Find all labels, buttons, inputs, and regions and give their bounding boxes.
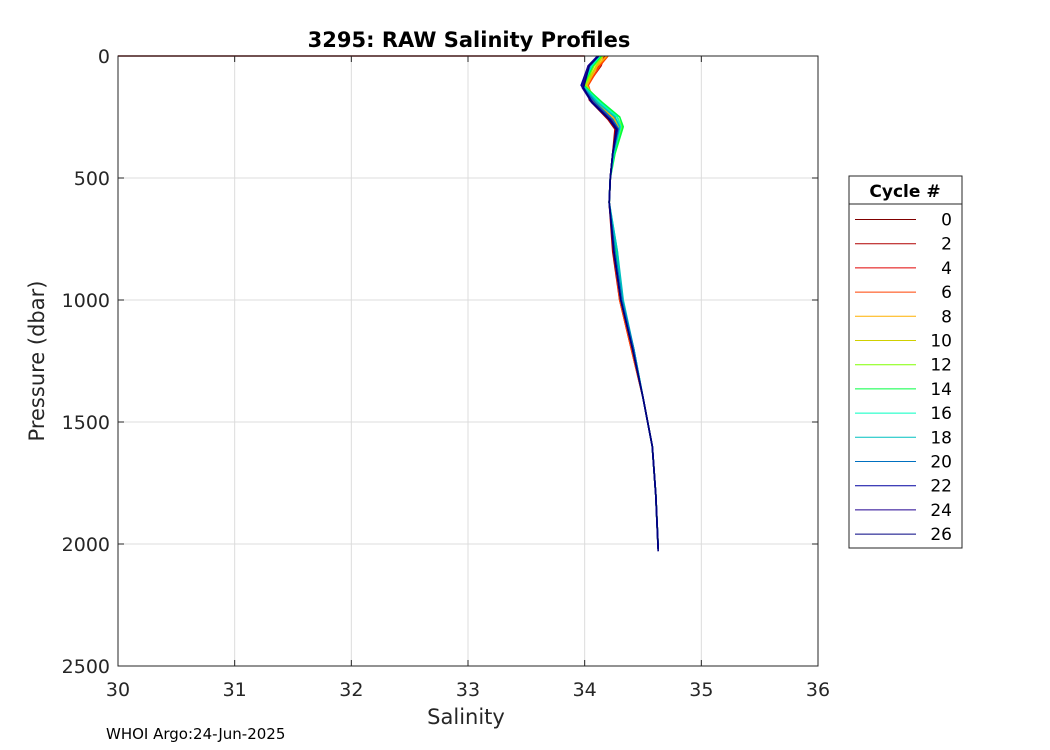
legend-title: Cycle #: [869, 182, 940, 202]
y-tick-label: 1000: [62, 290, 110, 312]
y-axis-ticks: 0 500 1000 1500 2000 2500: [62, 46, 818, 678]
x-tick-label: 31: [223, 679, 247, 701]
profile-lines: [118, 55, 659, 552]
legend-label-cycle-8: 8: [941, 307, 952, 327]
legend-label-cycle-2: 2: [941, 235, 952, 255]
legend-label-cycle-24: 24: [930, 501, 952, 521]
y-tick-label: 1500: [62, 412, 110, 434]
legend-label-cycle-14: 14: [930, 380, 952, 400]
chart-title: 3295: RAW Salinity Profiles: [308, 28, 631, 52]
x-tick-label: 30: [106, 679, 130, 701]
x-axis-label: Salinity: [427, 705, 505, 729]
legend-label-cycle-16: 16: [930, 404, 952, 424]
x-tick-label: 32: [339, 679, 363, 701]
x-tick-label: 33: [456, 679, 480, 701]
legend-label-cycle-18: 18: [930, 428, 952, 448]
y-tick-label: 2000: [62, 534, 110, 556]
y-tick-label: 500: [74, 168, 110, 190]
footer-credit: WHOI Argo:24-Jun-2025: [106, 725, 286, 743]
legend-label-cycle-6: 6: [941, 283, 952, 303]
legend-label-cycle-22: 22: [930, 477, 952, 497]
legend-label-cycle-10: 10: [930, 332, 952, 352]
y-tick-label: 2500: [62, 656, 110, 678]
legend-label-cycle-26: 26: [930, 525, 952, 545]
x-tick-label: 34: [573, 679, 597, 701]
profile-line-cycle-26: [582, 55, 659, 552]
x-tick-label: 35: [689, 679, 713, 701]
legend-label-cycle-0: 0: [941, 211, 952, 231]
legend-label-cycle-20: 20: [930, 453, 952, 473]
legend-label-cycle-4: 4: [941, 259, 952, 279]
y-tick-label: 0: [98, 46, 110, 68]
legend-label-cycle-12: 12: [930, 356, 952, 376]
grid: [117, 55, 819, 667]
x-axis-ticks: 30 31 32 33 34 35 36: [106, 56, 830, 701]
x-tick-label: 36: [806, 679, 830, 701]
y-axis-label: Pressure (dbar): [25, 281, 49, 442]
